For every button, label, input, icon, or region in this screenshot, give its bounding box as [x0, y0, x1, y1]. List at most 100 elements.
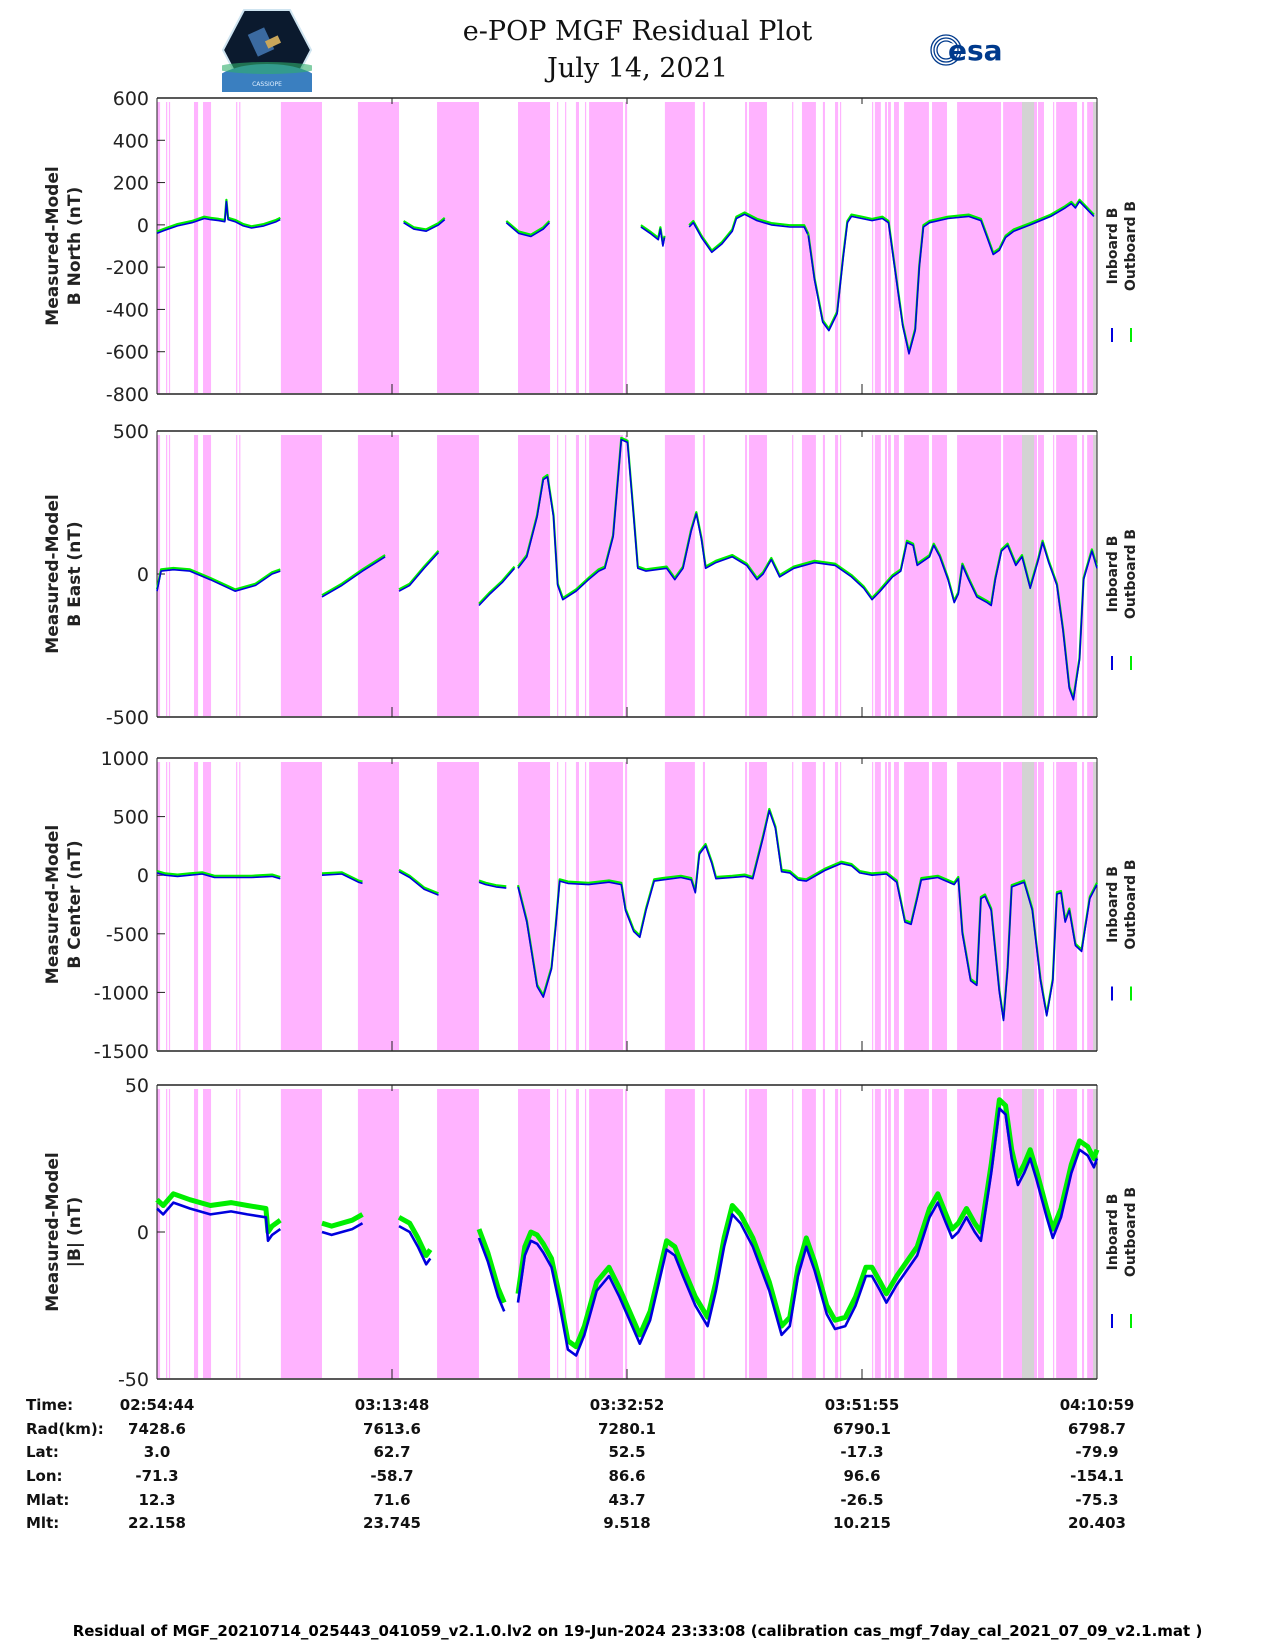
- info-value-mlt: 23.745: [363, 1514, 421, 1532]
- flag-band-center: [193, 762, 199, 1050]
- flag-band-east: [801, 435, 816, 716]
- flag-band-magnitude: [839, 1089, 842, 1378]
- legend-outboard-label: Outboard B: [1123, 529, 1139, 619]
- outboard-series-north: [688, 211, 810, 252]
- y-tick-label: 0: [137, 1222, 149, 1244]
- flag-band-east: [745, 435, 748, 716]
- info-value-mlt: 22.158: [128, 1514, 186, 1532]
- gray-band-north: [1022, 102, 1035, 393]
- gray-band-center: [1022, 762, 1035, 1050]
- flag-band-north: [801, 102, 816, 393]
- flag-band-center: [888, 762, 891, 1050]
- y-tick-label: -1000: [94, 982, 149, 1004]
- info-value-lat: 52.5: [608, 1443, 646, 1461]
- info-value-lat: 3.0: [143, 1443, 171, 1461]
- y-tick-label: 1000: [101, 748, 149, 770]
- flag-band-magnitude: [357, 1089, 400, 1378]
- flag-band-north: [565, 102, 567, 393]
- flag-band-magnitude: [801, 1089, 816, 1378]
- info-value-rad: 7428.6: [128, 1420, 186, 1438]
- flag-band-center: [280, 762, 322, 1050]
- y-tick-label: -500: [106, 707, 149, 729]
- info-value-mlat: -75.3: [1075, 1491, 1119, 1509]
- inboard-series-magnitude: [516, 1107, 1099, 1357]
- inboard-series-east: [398, 551, 440, 592]
- inboard-series-magnitude: [156, 1201, 282, 1243]
- outboard-series-magnitude: [515, 1097, 1100, 1350]
- info-value-lon: -71.3: [135, 1467, 179, 1485]
- info-value-time: 04:10:59: [1059, 1396, 1135, 1414]
- info-value-mlat: -26.5: [840, 1491, 884, 1509]
- y-tick-label: -400: [106, 299, 149, 321]
- flag-band-center: [565, 762, 567, 1050]
- info-value-lat: 62.7: [373, 1443, 411, 1461]
- info-value-time: 02:54:44: [119, 1396, 195, 1414]
- chart-date: July 14, 2021: [547, 53, 728, 84]
- flag-band-east: [748, 435, 768, 716]
- flag-band-east: [625, 435, 628, 716]
- flag-band-magnitude: [557, 1089, 559, 1378]
- info-value-mlat: 71.6: [373, 1491, 411, 1509]
- flag-band-north: [1087, 102, 1097, 393]
- inboard-series-north: [505, 222, 550, 238]
- flag-band-east: [437, 435, 479, 716]
- flag-band-center: [239, 762, 241, 1050]
- y-tick-label: -50: [118, 1369, 149, 1391]
- y-tick-label: 0: [137, 215, 149, 237]
- flag-band-center: [1087, 762, 1097, 1050]
- info-value-mlat: 12.3: [138, 1491, 176, 1509]
- outboard-series-north: [807, 198, 1095, 354]
- y-axis-unit-label-east: B East (nT): [65, 521, 85, 626]
- gray-band-magnitude: [1093, 1089, 1097, 1378]
- inboard-series-north: [403, 218, 446, 232]
- info-row-label-rad: Rad(km):: [26, 1420, 104, 1438]
- flag-band-north: [168, 102, 171, 393]
- flag-band-east: [872, 435, 874, 716]
- outboard-series-magnitude: [476, 1228, 507, 1304]
- flag-band-magnitude: [894, 1089, 899, 1378]
- inboard-series-center: [478, 881, 507, 889]
- y-axis-label-east: Measured-Model: [43, 494, 63, 653]
- flag-band-east: [792, 435, 794, 716]
- y-axis-label-north: Measured-Model: [43, 166, 63, 325]
- y-axis-unit-label-magnitude: |B| (nT): [65, 1197, 85, 1268]
- flag-band-north: [1053, 102, 1055, 393]
- info-row-label-mlt: Mlt:: [26, 1514, 60, 1532]
- outboard-series-center: [156, 870, 281, 879]
- cassiope-logo-icon: CASSIOPE: [222, 9, 312, 92]
- flag-band-north: [822, 102, 825, 393]
- flag-band-magnitude: [664, 1089, 695, 1378]
- flag-band-magnitude: [166, 1089, 168, 1378]
- flag-band-magnitude: [835, 1089, 839, 1378]
- y-tick-label: 0: [137, 564, 149, 586]
- flag-band-east: [280, 435, 322, 716]
- flag-band-north: [884, 102, 888, 393]
- inboard-series-north: [156, 200, 281, 235]
- flag-band-magnitude: [236, 1089, 238, 1378]
- y-axis-unit-label-north: B North (nT): [65, 187, 85, 306]
- flag-band-magnitude: [575, 1089, 580, 1378]
- info-value-time: 03:13:48: [354, 1396, 430, 1414]
- flag-band-north: [239, 102, 241, 393]
- flag-band-north: [166, 102, 168, 393]
- flag-band-east: [822, 435, 825, 716]
- chart-title: e-POP MGF Residual Plot: [462, 16, 813, 47]
- legend-inboard-label: Inboard B: [1105, 208, 1121, 285]
- info-row-label-mlat: Mlat:: [26, 1491, 70, 1509]
- flag-band-north: [437, 102, 479, 393]
- y-tick-label: 0: [137, 865, 149, 887]
- info-value-lon: 96.6: [843, 1467, 881, 1485]
- inboard-series-east: [478, 567, 516, 607]
- flag-band-center: [792, 762, 794, 1050]
- outboard-series-center: [321, 871, 363, 883]
- flag-band-east: [884, 435, 888, 716]
- flag-band-magnitude: [1087, 1089, 1097, 1378]
- flag-band-north: [236, 102, 238, 393]
- info-value-mlt: 20.403: [1068, 1514, 1126, 1532]
- flag-band-center: [584, 762, 587, 1050]
- flag-band-center: [839, 762, 842, 1050]
- flag-band-center: [872, 762, 874, 1050]
- flag-band-north: [203, 102, 212, 393]
- y-axis-label-magnitude: Measured-Model: [43, 1152, 63, 1311]
- info-value-time: 03:32:52: [589, 1396, 665, 1414]
